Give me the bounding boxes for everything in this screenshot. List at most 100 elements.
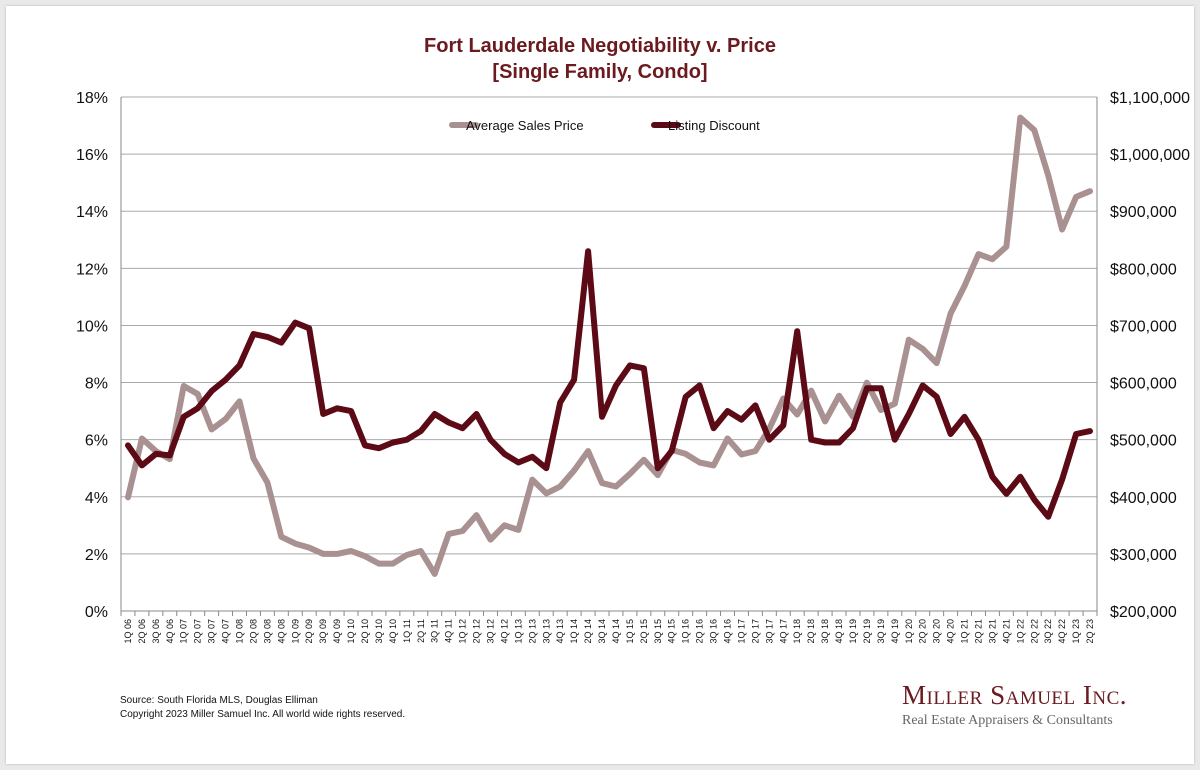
x-tick-label: 3Q 17 <box>764 619 774 644</box>
x-tick-label: 1Q 08 <box>235 619 245 644</box>
x-tick-label: 3Q 06 <box>151 619 161 644</box>
y-left-tick-label: 14% <box>76 204 108 221</box>
y-right-tick-label: $900,000 <box>1110 204 1177 221</box>
x-tick-label: 3Q 07 <box>207 619 217 644</box>
x-tick-label: 3Q 13 <box>541 619 551 644</box>
x-tick-label: 4Q 16 <box>723 619 733 644</box>
x-tick-label: 2Q 21 <box>973 619 983 644</box>
y-left-tick-label: 2% <box>85 547 108 564</box>
legend-label: Listing Discount <box>668 118 760 133</box>
x-tick-label: 2Q 13 <box>527 619 537 644</box>
x-tick-label: 2Q 08 <box>248 619 258 644</box>
copyright-line: Copyright 2023 Miller Samuel Inc. All wo… <box>120 709 406 720</box>
source-line: Source: South Florida MLS, Douglas Ellim… <box>120 695 318 706</box>
x-tick-label: 1Q 16 <box>681 619 691 644</box>
x-tick-label: 2Q 16 <box>695 619 705 644</box>
x-tick-label: 1Q 22 <box>1015 619 1025 644</box>
x-tick-label: 3Q 16 <box>709 619 719 644</box>
x-tick-label: 4Q 11 <box>444 619 454 643</box>
x-tick-label: 1Q 15 <box>625 619 635 644</box>
series-line-listing-discount <box>125 248 1093 520</box>
x-tick-label: 4Q 08 <box>276 619 286 644</box>
y-left-tick-label: 10% <box>76 318 108 335</box>
x-tick-label: 3Q 12 <box>485 619 495 644</box>
x-tick-label: 3Q 22 <box>1043 619 1053 644</box>
x-tick-label: 2Q 06 <box>137 619 147 644</box>
x-tick-label: 1Q 19 <box>848 619 858 644</box>
y-right-tick-label: $500,000 <box>1110 433 1177 450</box>
x-tick-label: 4Q 20 <box>946 619 956 644</box>
x-tick-label: 4Q 15 <box>667 619 677 644</box>
series-line-average-sales-price <box>125 114 1093 577</box>
x-tick-label: 3Q 18 <box>820 619 830 644</box>
y-right-tick-label: $1,000,000 <box>1110 147 1190 164</box>
x-tick-label: 1Q 11 <box>402 619 412 643</box>
x-tick-label: 1Q 23 <box>1071 619 1081 644</box>
x-tick-label: 1Q 13 <box>513 619 523 644</box>
company-logo-tagline: Real Estate Appraisers & Consultants <box>902 713 1113 728</box>
x-tick-label: 2Q 22 <box>1029 619 1039 644</box>
x-tick-label: 4Q 21 <box>1001 619 1011 644</box>
y-right-tick-label: $300,000 <box>1110 547 1177 564</box>
x-tick-label: 1Q 07 <box>179 619 189 644</box>
x-tick-label: 4Q 17 <box>778 619 788 644</box>
x-tick-label: 4Q 22 <box>1057 619 1067 644</box>
y-right-tick-label: $800,000 <box>1110 261 1177 278</box>
x-tick-label: 1Q 21 <box>960 619 970 644</box>
x-tick-label: 3Q 14 <box>597 619 607 644</box>
y-right-tick-label: $400,000 <box>1110 490 1177 507</box>
x-tick-label: 2Q 15 <box>639 619 649 644</box>
x-tick-label: 2Q 20 <box>918 619 928 644</box>
x-tick-label: 1Q 06 <box>123 619 133 644</box>
legend-label: Average Sales Price <box>466 118 584 133</box>
x-tick-label: 4Q 18 <box>834 619 844 644</box>
x-tick-label: 4Q 07 <box>221 619 231 644</box>
x-tick-label: 1Q 10 <box>346 619 356 644</box>
x-tick-label: 3Q 20 <box>932 619 942 644</box>
x-tick-label: 4Q 06 <box>165 619 175 644</box>
x-tick-label: 2Q 11 <box>416 619 426 643</box>
y-left-tick-label: 6% <box>85 433 108 450</box>
x-tick-label: 1Q 12 <box>458 619 468 644</box>
x-tick-label: 1Q 18 <box>792 619 802 644</box>
x-tick-label: 3Q 19 <box>876 619 886 644</box>
x-tick-label: 4Q 09 <box>332 619 342 644</box>
x-tick-label: 4Q 10 <box>388 619 398 644</box>
x-tick-label: 3Q 09 <box>318 619 328 644</box>
y-right-tick-label: $600,000 <box>1110 376 1177 393</box>
x-tick-label: 2Q 18 <box>806 619 816 644</box>
x-tick-label: 1Q 09 <box>290 619 300 644</box>
x-tick-label: 4Q 12 <box>499 619 509 644</box>
chart-subtitle: [Single Family, Condo] <box>492 61 708 83</box>
y-right-tick-label: $1,100,000 <box>1110 90 1190 107</box>
y-left-tick-label: 0% <box>85 604 108 621</box>
x-tick-label: 2Q 14 <box>583 619 593 644</box>
x-tick-label: 2Q 17 <box>750 619 760 644</box>
x-tick-label: 3Q 11 <box>430 619 440 643</box>
x-tick-label: 1Q 20 <box>904 619 914 644</box>
x-tick-label: 3Q 10 <box>374 619 384 644</box>
x-tick-label: 4Q 19 <box>890 619 900 644</box>
y-left-tick-label: 18% <box>76 90 108 107</box>
y-left-tick-label: 12% <box>76 261 108 278</box>
chart-title: Fort Lauderdale Negotiability v. Price <box>424 35 776 57</box>
y-right-tick-label: $200,000 <box>1110 604 1177 621</box>
y-right-tick-label: $700,000 <box>1110 318 1177 335</box>
x-tick-label: 2Q 19 <box>862 619 872 644</box>
x-tick-label: 4Q 13 <box>555 619 565 644</box>
x-tick-label: 1Q 14 <box>569 619 579 644</box>
x-tick-label: 3Q 15 <box>653 619 663 644</box>
x-tick-label: 2Q 07 <box>193 619 203 644</box>
x-tick-label: 2Q 09 <box>304 619 314 644</box>
y-left-tick-label: 4% <box>85 490 108 507</box>
company-logo-name: Miller Samuel Inc. <box>902 680 1128 710</box>
x-tick-label: 2Q 23 <box>1085 619 1095 644</box>
x-tick-label: 2Q 12 <box>472 619 482 644</box>
x-tick-label: 2Q 10 <box>360 619 370 644</box>
x-tick-label: 4Q 14 <box>611 619 621 644</box>
x-tick-label: 3Q 21 <box>987 619 997 644</box>
x-tick-label: 1Q 17 <box>736 619 746 644</box>
y-left-tick-label: 8% <box>85 376 108 393</box>
y-left-tick-label: 16% <box>76 147 108 164</box>
